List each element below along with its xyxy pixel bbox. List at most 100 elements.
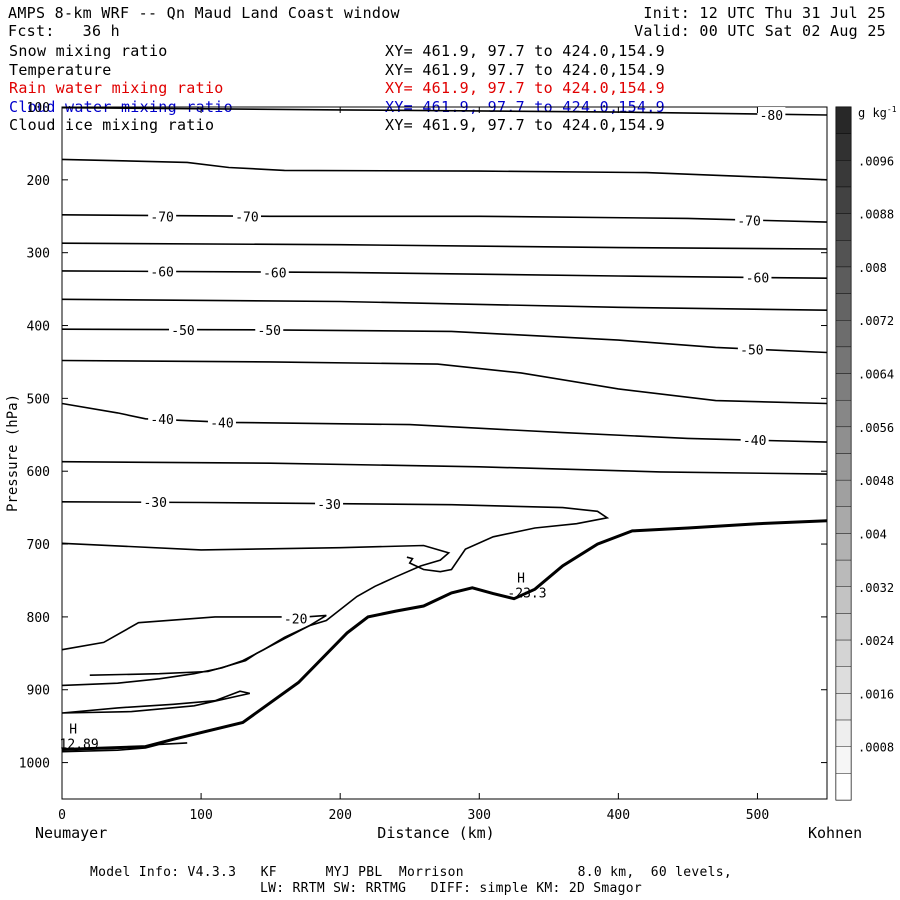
isotherm-label: -30 [317, 498, 340, 513]
field-label-snow: Snow mixing ratio [9, 42, 168, 60]
isotherm-line [61, 270, 828, 279]
model-info-line2: LW: RRTM SW: RRTMG DIFF: simple KM: 2D S… [260, 881, 642, 896]
isotherm-label: -60 [746, 271, 769, 286]
isotherm-label: -20 [284, 612, 307, 627]
colorbar-segment [835, 586, 852, 614]
colorbar-segment [835, 426, 852, 454]
colorbar-segment [835, 266, 852, 294]
y-axis: 100 200 300 400 500 600 700 800 900 1000 [19, 101, 827, 772]
colorbar-label: .0024 [858, 634, 894, 648]
colorbar-segment [835, 666, 852, 694]
isotherm-line [61, 690, 250, 714]
x-tick-label: 0 [58, 808, 66, 823]
isotherm-line [61, 460, 828, 475]
left-endpoint-label: Neumayer [35, 824, 107, 842]
colorbar-label: .0096 [858, 154, 894, 168]
colorbar-segment [835, 479, 852, 508]
colorbar-label: .0008 [858, 741, 894, 755]
colorbar-segment [835, 506, 852, 534]
isotherm-label-layer: -80 -70 -70 -70 -60 -60 -60 -50 -50 -50 -40 -40 -40 -… [141, 107, 786, 627]
colorbar-label: .0048 [858, 474, 894, 488]
isotherm-label: -40 [210, 416, 233, 431]
y-tick-label: 600 [27, 465, 50, 480]
isotherm-label: -40 [743, 434, 766, 449]
model-info-line1: Model Info: V4.3.3 KF MYJ PBL Morrison 8… [90, 865, 733, 880]
isotherm-line [61, 501, 610, 573]
y-tick-label: 900 [27, 684, 50, 699]
isotherm-label: -50 [740, 344, 763, 359]
isotherm-line [61, 542, 451, 687]
colorbar-segment [835, 693, 852, 721]
isotherm-line [61, 242, 828, 250]
isotherm-label: -80 [760, 109, 783, 124]
isotherm-label-bg [737, 341, 766, 356]
colorbar-segment [835, 746, 852, 774]
isotherm-line [61, 359, 828, 405]
isotherm-line [61, 402, 828, 443]
isotherm-label-bg [735, 212, 764, 227]
field-xy-temperature: XY= 461.9, 97.7 to 424.0,154.9 [385, 61, 665, 79]
colorbar-segment [835, 773, 852, 801]
isotherm-label-bg [281, 610, 310, 625]
extremum-marker: H [517, 572, 525, 587]
chart-title: AMPS 8-km WRF -- Qn Maud Land Coast wind… [8, 4, 400, 22]
isotherm-label-bg [743, 269, 772, 284]
isotherm-label: -40 [150, 413, 173, 428]
field-label-cloud-ice: Cloud ice mixing ratio [9, 116, 215, 134]
x-axis-label: Distance (km) [377, 824, 494, 842]
isotherm-label-bg [757, 107, 786, 122]
colorbar-segment [835, 399, 852, 428]
colorbar-segment [835, 320, 852, 348]
y-axis-label: Pressure (hPa) [5, 394, 21, 512]
isotherm-label-bg [207, 414, 236, 429]
y-tick-label: 300 [27, 247, 50, 262]
colorbar-segment [835, 719, 852, 747]
isotherm-label: -60 [263, 266, 286, 281]
colorbar-label: .0056 [858, 421, 894, 435]
colorbar-label: .0032 [858, 581, 894, 595]
x-axis: 0 100 200 300 400 500 [58, 107, 769, 823]
colorbar-label: .008 [858, 261, 887, 275]
x-tick-label: 100 [189, 808, 212, 823]
y-tick-label: 1000 [19, 757, 50, 772]
y-tick-label: 700 [27, 538, 50, 553]
colorbar-label: .0016 [858, 687, 894, 701]
extremum-marker: H [69, 722, 77, 737]
isotherm-line [61, 298, 828, 311]
x-tick-label: 400 [607, 808, 630, 823]
isotherm-line [61, 614, 327, 676]
colorbar-segment [835, 346, 852, 374]
field-xy-cloud-ice: XY= 461.9, 97.7 to 424.0,154.9 [385, 116, 665, 134]
colorbar-label: .0064 [858, 368, 894, 382]
colorbar-segment [835, 453, 852, 481]
isotherm-label: -70 [235, 210, 258, 225]
terrain-line [61, 519, 828, 751]
colorbar-label: .004 [858, 527, 887, 541]
colorbar-segment [835, 213, 852, 241]
colorbar-segment [835, 240, 852, 268]
isotherm-line [61, 106, 828, 116]
right-endpoint-label: Kohnen [808, 824, 862, 842]
extremum-value: -23.3 [507, 587, 546, 602]
y-tick-label: 100 [27, 101, 50, 116]
isotherm-label-bg [740, 431, 769, 446]
field-xy-rain: XY= 461.9, 97.7 to 424.0,154.9 [385, 79, 665, 97]
isotherm-label-bg [169, 321, 198, 336]
colorbar-segment [835, 639, 852, 667]
y-tick-label: 500 [27, 392, 50, 407]
plot-frame [61, 106, 828, 800]
field-label-rain: Rain water mixing ratio [9, 79, 224, 97]
field-label-temperature: Temperature [9, 61, 112, 79]
colorbar-segment [835, 106, 852, 134]
colorbar-label: .0072 [858, 314, 894, 328]
colorbar-segment [835, 559, 852, 587]
isotherm-label: -70 [150, 210, 173, 225]
isotherm-layer [61, 106, 828, 753]
colorbar-segment [835, 186, 852, 214]
isotherm-line [61, 328, 828, 354]
y-tick-label: 800 [27, 611, 50, 626]
isotherm-label: -50 [171, 324, 194, 339]
valid-time: Valid: 00 UTC Sat 02 Aug 25 [634, 22, 886, 40]
isotherm-line [61, 158, 828, 181]
